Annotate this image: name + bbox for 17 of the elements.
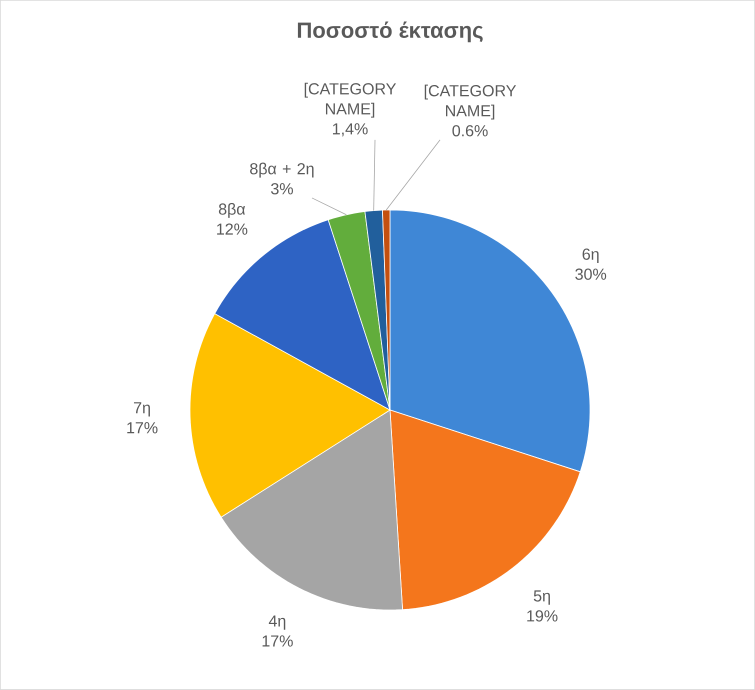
slice-label: 8βα + 2η — [250, 162, 314, 178]
slice-label: 4η — [268, 615, 286, 630]
data-label: 30% — [575, 268, 606, 280]
data-label: 1,4% — [332, 123, 368, 136]
chart-title: Ποσοστό έκτασης — [298, 22, 483, 42]
data-label: 17% — [127, 422, 158, 434]
slice-label: [CATEGORY NAME] — [304, 82, 396, 118]
data-label: 19% — [527, 610, 558, 622]
data-label: 12% — [217, 223, 248, 235]
slice-label: [CATEGORY NAME] — [424, 84, 516, 120]
slice-label: 6η — [582, 248, 599, 264]
data-label: 0.6% — [452, 125, 488, 136]
data-label: 17% — [262, 635, 293, 647]
slice-label: 7η — [134, 402, 150, 417]
data-label: 3% — [271, 183, 293, 194]
slice-label: 5η — [534, 590, 550, 605]
slice-label: 8βα — [218, 203, 246, 218]
